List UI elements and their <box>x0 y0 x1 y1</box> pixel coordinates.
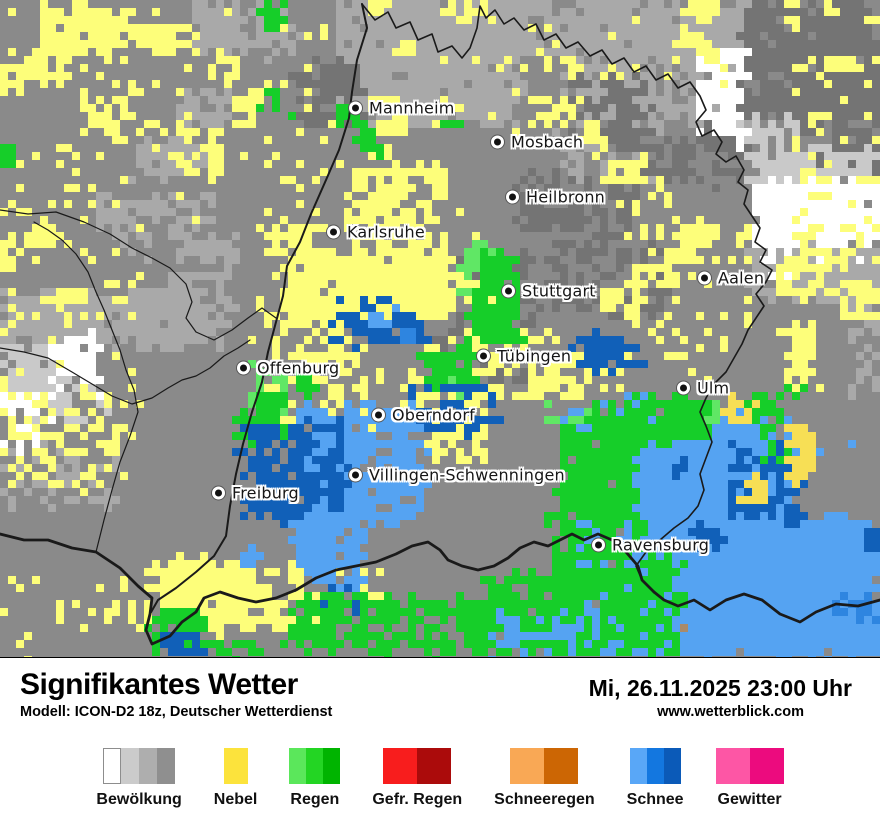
weather-map: Mannheim Mosbach Heilbronn Karlsruhe Stuttga… <box>0 0 880 658</box>
legend-item-schneeregen: Schneeregen <box>494 748 595 809</box>
city-dot-icon <box>372 408 385 422</box>
legend-color-segment <box>289 748 307 784</box>
city-marker-heilbronn: Heilbronn <box>506 188 605 207</box>
legend-item-regen: Regen <box>289 748 341 809</box>
city-label: Oberndorf <box>392 405 475 425</box>
city-label: Ravensburg <box>612 535 710 555</box>
city-marker-offenburg: Offenburg <box>237 359 339 378</box>
city-label: Karlsruhe <box>347 222 425 242</box>
legend-color-segment <box>749 748 784 784</box>
legend-color-segment <box>383 748 418 784</box>
city-label: Mannheim <box>369 98 455 118</box>
legend-color-segment <box>103 748 122 784</box>
legend-color-segment <box>663 748 681 784</box>
legend-item-gefr-regen: Gefr. Regen <box>372 748 462 809</box>
legend-color-segment <box>715 748 750 784</box>
legend-color-segment <box>417 748 452 784</box>
legend-swatch <box>289 748 341 784</box>
legend-swatch <box>223 748 248 784</box>
city-dot-icon <box>506 190 519 204</box>
city-label: Tübingen <box>497 346 572 366</box>
city-dot-icon <box>349 101 362 115</box>
legend-label: Bewölkung <box>96 791 182 808</box>
legend-color-segment <box>121 748 140 784</box>
legend-color-segment <box>629 748 647 784</box>
city-label: Offenburg <box>257 358 340 378</box>
page-title: Signifikantes Wetter <box>20 668 298 701</box>
legend-color-segment <box>646 748 664 784</box>
legend-swatch <box>510 748 579 784</box>
legend-label: Gefr. Regen <box>372 791 463 808</box>
model-info: Modell: ICON-D2 18z, Deutscher Wetterdie… <box>20 704 333 720</box>
weather-legend: Bewölkung Nebel Regen Gefr. Regen Schneerege… <box>0 748 880 809</box>
legend-item-nebel: Nebel <box>213 748 258 809</box>
city-marker-freiburg: Freiburg <box>212 484 299 503</box>
legend-label: Regen <box>290 791 340 808</box>
map-footer: Signifikantes Wetter Mi, 26.11.2025 23:0… <box>0 658 880 830</box>
forecast-datetime: Mi, 26.11.2025 23:00 Uhr <box>588 675 852 701</box>
legend-item-schnee: Schnee <box>627 748 684 809</box>
legend-label: Schneeregen <box>494 791 595 808</box>
city-label: Aalen <box>718 268 765 288</box>
city-marker-mannheim: Mannheim <box>349 99 455 118</box>
city-label: Mosbach <box>511 132 584 152</box>
legend-label: Nebel <box>213 791 258 808</box>
legend-swatch <box>715 748 784 784</box>
city-marker-mosbach: Mosbach <box>491 133 583 152</box>
city-label: Stuttgart <box>522 281 596 301</box>
city-marker-ulm: Ulm <box>677 379 729 398</box>
legend-color-segment <box>306 748 324 784</box>
legend-color-segment <box>510 748 545 784</box>
legend-item-gewitter: Gewitter <box>715 748 784 809</box>
city-marker-oberndorf: Oberndorf <box>372 406 475 425</box>
city-dot-icon <box>491 135 504 149</box>
legend-item-bew-lkung: Bewölkung <box>96 748 182 809</box>
city-marker-ravensburg: Ravensburg <box>592 536 709 555</box>
city-label: Heilbronn <box>526 187 606 207</box>
city-dot-icon <box>477 349 490 363</box>
city-dot-icon <box>592 538 605 552</box>
legend-color-segment <box>544 748 579 784</box>
footer-row-2: Modell: ICON-D2 18z, Deutscher Wetterdie… <box>0 702 880 720</box>
legend-color-segment <box>223 748 248 784</box>
city-marker-stuttgart: Stuttgart <box>502 282 596 301</box>
legend-color-segment <box>157 748 176 784</box>
city-marker-t-bingen: Tübingen <box>477 347 571 366</box>
city-dot-icon <box>327 225 340 239</box>
city-marker-karlsruhe: Karlsruhe <box>327 223 425 242</box>
city-dot-icon <box>698 271 711 285</box>
city-dot-icon <box>349 468 362 482</box>
legend-color-segment <box>139 748 158 784</box>
city-marker-villingen-schwenningen: Villingen-Schwenningen <box>349 466 565 485</box>
city-marker-aalen: Aalen <box>698 269 764 288</box>
legend-color-segment <box>323 748 341 784</box>
city-dot-icon <box>212 486 225 500</box>
city-label: Ulm <box>697 378 730 398</box>
footer-row-1: Signifikantes Wetter Mi, 26.11.2025 23:0… <box>0 658 880 702</box>
city-dot-icon <box>237 361 250 375</box>
legend-swatch <box>629 748 681 784</box>
legend-label: Schnee <box>626 791 684 808</box>
city-dot-icon <box>677 381 690 395</box>
legend-swatch <box>103 748 176 784</box>
city-label: Freiburg <box>232 483 299 503</box>
website-url: www.wetterblick.com <box>657 704 804 720</box>
city-dot-icon <box>502 284 515 298</box>
legend-label: Gewitter <box>717 791 782 808</box>
city-label: Villingen-Schwenningen <box>369 465 565 485</box>
legend-swatch <box>383 748 452 784</box>
